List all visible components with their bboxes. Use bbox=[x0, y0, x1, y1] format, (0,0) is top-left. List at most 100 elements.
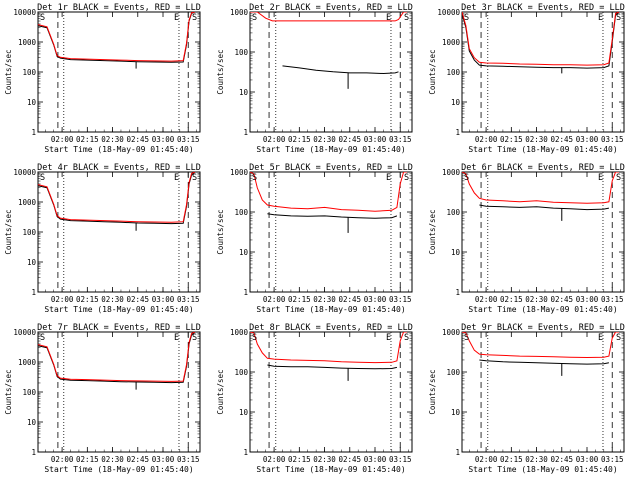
x-tick-label: 03:15 bbox=[389, 295, 412, 304]
corner-label-start: S bbox=[464, 173, 469, 183]
x-tick-label: 02:00 bbox=[263, 295, 286, 304]
plot-frame bbox=[249, 11, 413, 133]
x-tick-label: 02:30 bbox=[525, 295, 548, 304]
y-axis-label: Counts/sec bbox=[428, 49, 437, 94]
y-axis-label: Counts/sec bbox=[216, 209, 225, 254]
chart-panel-2: Det 2r BLACK = Events, RED = LLD 1 10 100 10… bbox=[216, 3, 413, 154]
y-tick-label: 1 bbox=[243, 448, 248, 457]
x-tick-label: 03:00 bbox=[576, 295, 599, 304]
corner-label-end: E bbox=[386, 333, 391, 343]
y-tick-label: 100 bbox=[446, 368, 460, 377]
x-tick-label: 02:30 bbox=[101, 455, 124, 464]
x-axis-label: Start Time (18-May-09 01:45:40) bbox=[468, 145, 617, 154]
x-axis-label: Start Time (18-May-09 01:45:40) bbox=[256, 145, 405, 154]
corner-label-end: E bbox=[598, 13, 603, 23]
x-tick-label: 03:00 bbox=[364, 135, 387, 144]
y-tick-label: 1 bbox=[243, 128, 248, 137]
y-tick-label: 10 bbox=[451, 248, 461, 257]
corner-label-start-right: S bbox=[192, 173, 197, 183]
corner-label-end: E bbox=[174, 173, 179, 183]
series-line-events bbox=[282, 65, 399, 75]
x-tick-label: 03:00 bbox=[152, 455, 175, 464]
corner-label-start: S bbox=[252, 13, 257, 23]
x-tick-label: 02:00 bbox=[475, 295, 498, 304]
plot-frame bbox=[461, 331, 625, 453]
corner-label-start-right: S bbox=[192, 13, 197, 23]
y-tick-label: 1 bbox=[31, 288, 36, 297]
y-axis-label: Counts/sec bbox=[216, 369, 225, 414]
x-tick-label: 03:00 bbox=[152, 295, 175, 304]
x-tick-label: 03:15 bbox=[601, 455, 624, 464]
x-axis-label: Start Time (18-May-09 01:45:40) bbox=[256, 465, 405, 474]
x-tick-label: 02:45 bbox=[550, 135, 573, 144]
x-tick-label: 02:00 bbox=[51, 135, 74, 144]
plot-frame bbox=[37, 171, 201, 293]
y-tick-label: 1000 bbox=[18, 358, 37, 367]
series-line-events bbox=[267, 213, 398, 219]
corner-label-start-right: S bbox=[404, 173, 409, 183]
corner-label-end: E bbox=[386, 13, 391, 23]
corner-label-start-right: S bbox=[616, 13, 621, 23]
y-tick-label: 10000 bbox=[437, 8, 460, 17]
corner-label-start-right: S bbox=[616, 173, 621, 183]
x-tick-label: 03:15 bbox=[177, 295, 200, 304]
x-tick-label: 02:30 bbox=[313, 135, 336, 144]
chart-panel-4: Det 4r BLACK = Events, RED = LLD 1 10 100 10… bbox=[4, 163, 201, 314]
corner-label-end: E bbox=[174, 13, 179, 23]
x-tick-label: 02:15 bbox=[288, 135, 311, 144]
corner-label-start-right: S bbox=[192, 333, 197, 343]
corner-label-start: S bbox=[252, 173, 257, 183]
y-tick-label: 10 bbox=[27, 418, 37, 427]
x-tick-label: 02:45 bbox=[338, 455, 361, 464]
x-tick-label: 02:15 bbox=[76, 135, 99, 144]
x-tick-label: 02:45 bbox=[126, 135, 149, 144]
plot-frame bbox=[461, 11, 625, 133]
x-tick-label: 03:00 bbox=[364, 295, 387, 304]
chart-title: Det 6r BLACK = Events, RED = LLD bbox=[461, 163, 625, 173]
x-tick-label: 02:00 bbox=[263, 135, 286, 144]
y-tick-label: 10000 bbox=[13, 328, 36, 337]
x-tick-label: 02:15 bbox=[288, 295, 311, 304]
series-line-lld bbox=[462, 332, 619, 359]
plot-frame bbox=[461, 171, 625, 293]
x-tick-label: 02:30 bbox=[313, 455, 336, 464]
y-tick-label: 100 bbox=[22, 68, 36, 77]
x-tick-label: 02:45 bbox=[126, 295, 149, 304]
x-tick-label: 03:00 bbox=[152, 135, 175, 144]
chart-title: Det 5r BLACK = Events, RED = LLD bbox=[249, 163, 413, 173]
y-tick-label: 100 bbox=[234, 48, 248, 57]
series-line-lld bbox=[462, 12, 620, 66]
y-tick-label: 1 bbox=[31, 448, 36, 457]
series-line-events bbox=[462, 12, 620, 69]
x-tick-label: 02:30 bbox=[313, 295, 336, 304]
x-tick-label: 02:45 bbox=[550, 455, 573, 464]
x-tick-label: 02:15 bbox=[76, 455, 99, 464]
plot-frame bbox=[37, 11, 201, 133]
y-tick-label: 1 bbox=[243, 288, 248, 297]
chart-panel-3: Det 3r BLACK = Events, RED = LLD 1 10 100 10… bbox=[428, 3, 625, 154]
chart-title: Det 7r BLACK = Events, RED = LLD bbox=[37, 323, 201, 333]
y-axis-label: Counts/sec bbox=[428, 369, 437, 414]
y-tick-label: 1 bbox=[31, 128, 36, 137]
x-axis-label: Start Time (18-May-09 01:45:40) bbox=[44, 465, 193, 474]
series-line-events bbox=[38, 12, 196, 63]
x-tick-label: 02:15 bbox=[500, 455, 523, 464]
x-axis-label: Start Time (18-May-09 01:45:40) bbox=[44, 145, 193, 154]
x-tick-label: 03:00 bbox=[364, 455, 387, 464]
x-tick-label: 02:15 bbox=[500, 295, 523, 304]
y-tick-label: 1000 bbox=[442, 168, 461, 177]
corner-label-end: E bbox=[598, 333, 603, 343]
series-line-events bbox=[267, 364, 398, 370]
x-tick-label: 02:45 bbox=[126, 455, 149, 464]
x-tick-label: 03:15 bbox=[177, 135, 200, 144]
series-line-lld bbox=[250, 172, 407, 212]
y-tick-label: 1000 bbox=[230, 8, 249, 17]
series-line-events bbox=[38, 172, 196, 225]
series-line-events bbox=[479, 359, 609, 365]
x-axis-label: Start Time (18-May-09 01:45:40) bbox=[44, 305, 193, 314]
y-tick-label: 100 bbox=[446, 68, 460, 77]
y-tick-label: 10000 bbox=[13, 168, 36, 177]
x-tick-label: 02:30 bbox=[525, 135, 548, 144]
y-tick-label: 100 bbox=[22, 228, 36, 237]
